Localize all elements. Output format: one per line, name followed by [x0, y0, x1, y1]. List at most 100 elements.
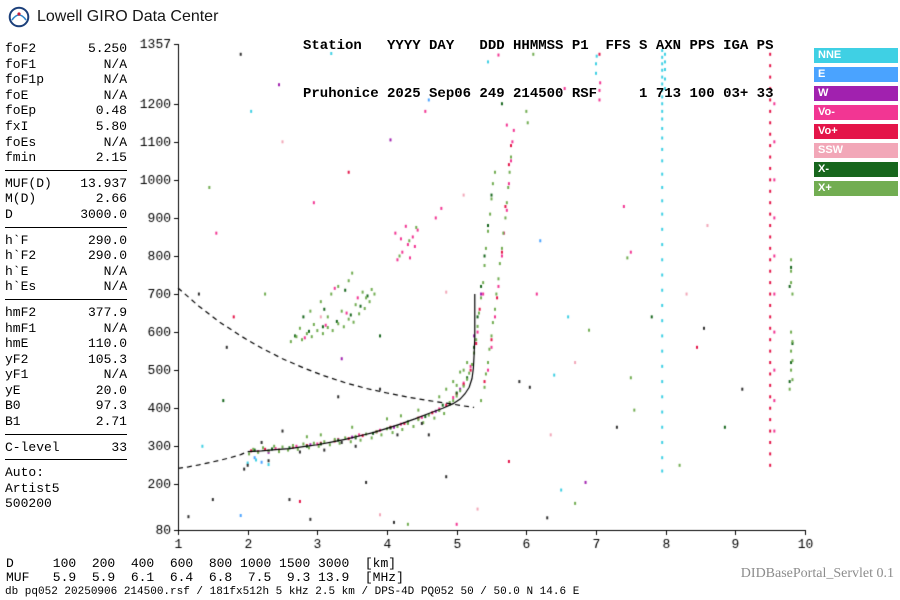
param-row: h`F 290.0 — [5, 233, 127, 249]
parameter-panel: foF2 5.250 foF1 N/A foF1p N/A foE N/A foEp 0.48 fx… — [5, 41, 127, 512]
ionogram-canvas — [130, 30, 830, 575]
param-row: yF2 105.3 — [5, 352, 127, 368]
param-label: h`Es — [5, 279, 37, 295]
param-row: 500200 — [5, 496, 127, 512]
param-row: M(D) 2.66 — [5, 191, 127, 207]
param-label: h`F2 — [5, 248, 37, 264]
legend-item: Vo- — [814, 105, 898, 120]
param-label: h`E — [5, 263, 29, 279]
param-value: 0.48 — [95, 103, 127, 119]
legend-item: X+ — [814, 181, 898, 196]
param-row: Artist5 — [5, 481, 127, 497]
param-label: MUF(D) — [5, 175, 52, 191]
param-row: foEp 0.48 — [5, 103, 127, 119]
param-label: B1 — [5, 414, 21, 430]
divider — [5, 298, 127, 300]
param-value: N/A — [103, 320, 127, 336]
param-label: yE — [5, 382, 21, 398]
param-label: fmin — [5, 150, 37, 166]
param-row: foEs N/A — [5, 135, 127, 151]
param-value: 97.3 — [95, 398, 127, 414]
param-label: C-level — [5, 439, 60, 455]
param-label: D — [5, 206, 13, 222]
legend-item: Vo+ — [814, 124, 898, 139]
param-row: yE 20.0 — [5, 383, 127, 399]
param-label: hmF1 — [5, 320, 37, 336]
param-row: foE N/A — [5, 88, 127, 104]
param-value: N/A — [103, 263, 127, 279]
echo-legend: NNE E W Vo- Vo+ SSW X- X+ — [814, 48, 898, 200]
param-label: yF1 — [5, 367, 29, 383]
param-value: 2.15 — [95, 150, 127, 166]
param-label: foF2 — [5, 41, 37, 56]
divider — [5, 226, 127, 228]
param-row: foF1 N/A — [5, 57, 127, 73]
divider — [5, 433, 127, 435]
param-row: foF2 5.250 — [5, 41, 127, 57]
param-value: 105.3 — [87, 351, 127, 367]
param-row: h`Es N/A — [5, 279, 127, 295]
param-value: 2.66 — [95, 191, 127, 207]
param-label: foF1 — [5, 56, 37, 72]
param-value: 5.80 — [95, 118, 127, 134]
giro-logo-icon — [8, 6, 30, 28]
param-value: N/A — [103, 56, 127, 72]
param-row: Auto: — [5, 465, 127, 481]
muf-row: MUF 5.9 5.9 6.1 6.4 6.8 7.5 9.3 13.9 [MH… — [6, 570, 404, 585]
param-label: yF2 — [5, 351, 29, 367]
station-header-columns: Station YYYY DAY DDD HHMMSS P1 FFS S AXN… — [303, 38, 774, 54]
legend-item: E — [814, 67, 898, 82]
param-value: 33 — [111, 439, 127, 455]
param-value: 377.9 — [87, 304, 127, 320]
param-label: foEp — [5, 103, 37, 119]
brand-title: Lowell GIRO Data Center — [37, 8, 219, 25]
param-row: h`F2 290.0 — [5, 248, 127, 264]
param-value: 3000.0 — [80, 206, 127, 222]
param-value: 110.0 — [87, 336, 127, 352]
legend-item: W — [814, 86, 898, 101]
param-row: yF1 N/A — [5, 367, 127, 383]
param-value: N/A — [103, 134, 127, 150]
param-value: 290.0 — [87, 248, 127, 264]
param-row: foF1p N/A — [5, 72, 127, 88]
param-label: B0 — [5, 398, 21, 414]
param-label: Artist5 — [5, 480, 60, 496]
param-label: foF1p — [5, 72, 45, 88]
param-value: 13.937 — [80, 175, 127, 191]
param-value: N/A — [103, 279, 127, 295]
param-row: C-level 33 — [5, 440, 127, 456]
divider — [5, 169, 127, 171]
param-label: 500200 — [5, 496, 52, 512]
distance-row: D 100 200 400 600 800 1000 1500 3000 [km… — [6, 556, 397, 571]
param-label: h`F — [5, 232, 29, 248]
param-row: fxI 5.80 — [5, 119, 127, 135]
param-row: D 3000.0 — [5, 207, 127, 223]
param-value: 5.250 — [87, 41, 127, 56]
param-label: hmE — [5, 336, 29, 352]
param-value: N/A — [103, 87, 127, 103]
param-label: fxI — [5, 118, 29, 134]
param-value: N/A — [103, 367, 127, 383]
legend-item: NNE — [814, 48, 898, 63]
status-line: db pq052 20250906 214500.rsf / 181fx512h… — [5, 586, 580, 598]
servlet-version: DIDBasePortal_Servlet 0.1 — [740, 566, 894, 581]
param-label: foEs — [5, 134, 37, 150]
param-value: 290.0 — [87, 232, 127, 248]
param-value: 2.71 — [95, 414, 127, 430]
station-header: Station YYYY DAY DDD HHMMSS P1 FFS S AXN… — [303, 6, 773, 118]
param-row: hmF2 377.9 — [5, 305, 127, 321]
param-label: foE — [5, 87, 29, 103]
legend-item: SSW — [814, 143, 898, 158]
legend-item: X- — [814, 162, 898, 177]
param-row: B1 2.71 — [5, 414, 127, 430]
param-row: fmin 2.15 — [5, 150, 127, 166]
param-row: hmE 110.0 — [5, 336, 127, 352]
param-label: hmF2 — [5, 304, 37, 320]
param-value: N/A — [103, 72, 127, 88]
param-row: B0 97.3 — [5, 398, 127, 414]
param-row: h`E N/A — [5, 264, 127, 280]
brand: Lowell GIRO Data Center — [8, 6, 218, 28]
station-header-values: Pruhonice 2025 Sep06 249 214500 RSF 1 71… — [303, 86, 774, 102]
divider — [5, 459, 127, 461]
